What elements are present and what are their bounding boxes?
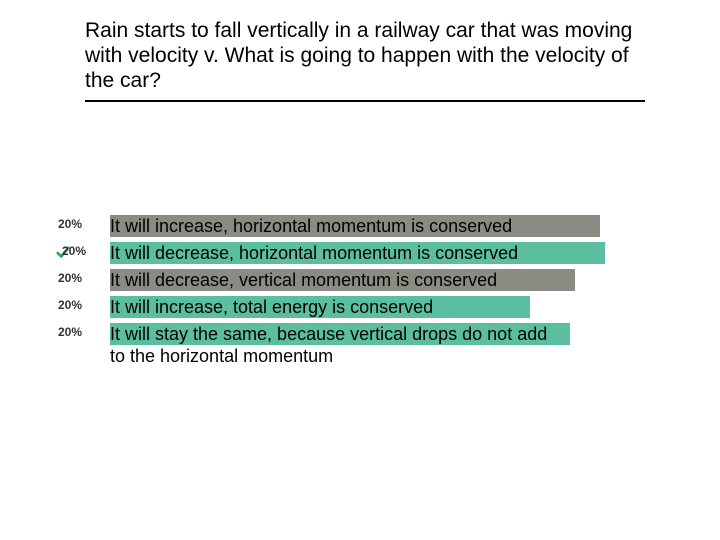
- percent-label: 20%: [58, 217, 94, 231]
- option-text: It will decrease, vertical momentum is c…: [110, 269, 670, 291]
- answer-option[interactable]: 20% It will increase, horizontal momentu…: [0, 215, 720, 237]
- percent-label: 20%: [62, 244, 98, 258]
- answer-option[interactable]: 20% It will decrease, vertical momentum …: [0, 269, 720, 291]
- option-text: It will stay the same, because vertical …: [110, 323, 670, 345]
- title-rule: [85, 100, 645, 102]
- percent-label: 20%: [58, 325, 94, 339]
- answer-option[interactable]: 20% It will decrease, horizontal momentu…: [0, 242, 720, 264]
- answer-option[interactable]: 20% It will stay the same, because verti…: [0, 323, 720, 345]
- answer-option[interactable]: 20% It will increase, total energy is co…: [0, 296, 720, 318]
- question-text: Rain starts to fall vertically in a rail…: [85, 18, 645, 94]
- option-text: to the horizontal momentum: [110, 345, 670, 367]
- percent-label: 20%: [58, 271, 94, 285]
- percent-label: 20%: [58, 298, 94, 312]
- answer-list: 20% It will increase, horizontal momentu…: [0, 215, 720, 372]
- option-text: It will increase, total energy is conser…: [110, 296, 670, 318]
- option-text: It will increase, horizontal momentum is…: [110, 215, 670, 237]
- option-text: It will decrease, horizontal momentum is…: [110, 242, 670, 264]
- answer-option-continuation: to the horizontal momentum: [0, 345, 720, 367]
